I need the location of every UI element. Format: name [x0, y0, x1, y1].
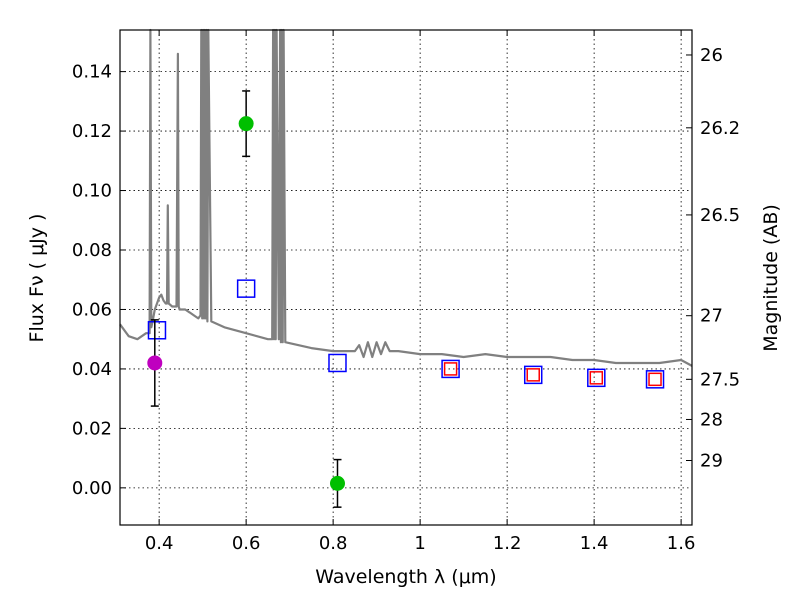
red-photometry-square — [526, 368, 540, 382]
right-tick-label: 29 — [700, 450, 723, 471]
y-tick-label: 0.10 — [72, 181, 112, 202]
y-tick-label: 0.12 — [72, 121, 112, 142]
y-tick-label: 0.02 — [72, 418, 112, 439]
right-tick-label: 26.2 — [700, 118, 740, 139]
blue-photometry-square — [441, 359, 460, 379]
plot-frame — [119, 29, 693, 526]
chart-series — [119, 28, 693, 508]
blue-photometry-square — [645, 370, 665, 389]
y-axis-label: Flux Fν ( μJy ) — [26, 214, 48, 343]
axis-ticks: 0.4 0.6 0.8 1 1.2 1.4 1.6 0.00 0.02 0.04 0.06 0.08 0… — [72, 30, 740, 554]
right-tick-label: 28 — [700, 409, 723, 430]
grid-lines — [120, 30, 692, 525]
x-tick-label: 1 — [414, 533, 425, 554]
red-photometry-square — [589, 371, 604, 385]
right-tick-label: 27.5 — [700, 369, 740, 390]
right-tick-label: 27 — [700, 306, 723, 327]
x-tick-label: 0.8 — [319, 533, 348, 554]
blue-photometry-square — [523, 365, 543, 385]
green-detection-point — [329, 475, 345, 491]
y-tick-label: 0.14 — [72, 62, 112, 83]
y-tick-label: 0.04 — [72, 359, 112, 380]
green-detection-point — [238, 116, 254, 132]
x-tick-label: 0.6 — [232, 533, 261, 554]
y-tick-label: 0.08 — [72, 240, 112, 261]
x-tick-label: 1.2 — [493, 533, 522, 554]
y-axis-right-label: Magnitude (AB) — [760, 204, 782, 352]
blue-photometry-square — [236, 279, 256, 298]
x-axis-label: Wavelength λ (μm) — [315, 566, 496, 588]
blue-photometry-square — [147, 321, 167, 340]
blue-photometry-square — [587, 368, 606, 388]
right-tick-label: 26.5 — [700, 205, 740, 226]
x-tick-label: 0.4 — [145, 533, 174, 554]
y-tick-label: 0.06 — [72, 299, 112, 320]
y-tick-label: 0.00 — [72, 478, 112, 499]
sed-model-line — [119, 28, 693, 367]
blue-photometry-square — [328, 353, 347, 373]
red-photometry-square — [648, 372, 662, 387]
right-tick-label: 26 — [700, 45, 723, 66]
x-tick-label: 1.4 — [580, 533, 609, 554]
red-photometry-square — [443, 362, 458, 376]
x-tick-label: 1.6 — [667, 533, 696, 554]
magenta-detection-point — [147, 355, 163, 371]
